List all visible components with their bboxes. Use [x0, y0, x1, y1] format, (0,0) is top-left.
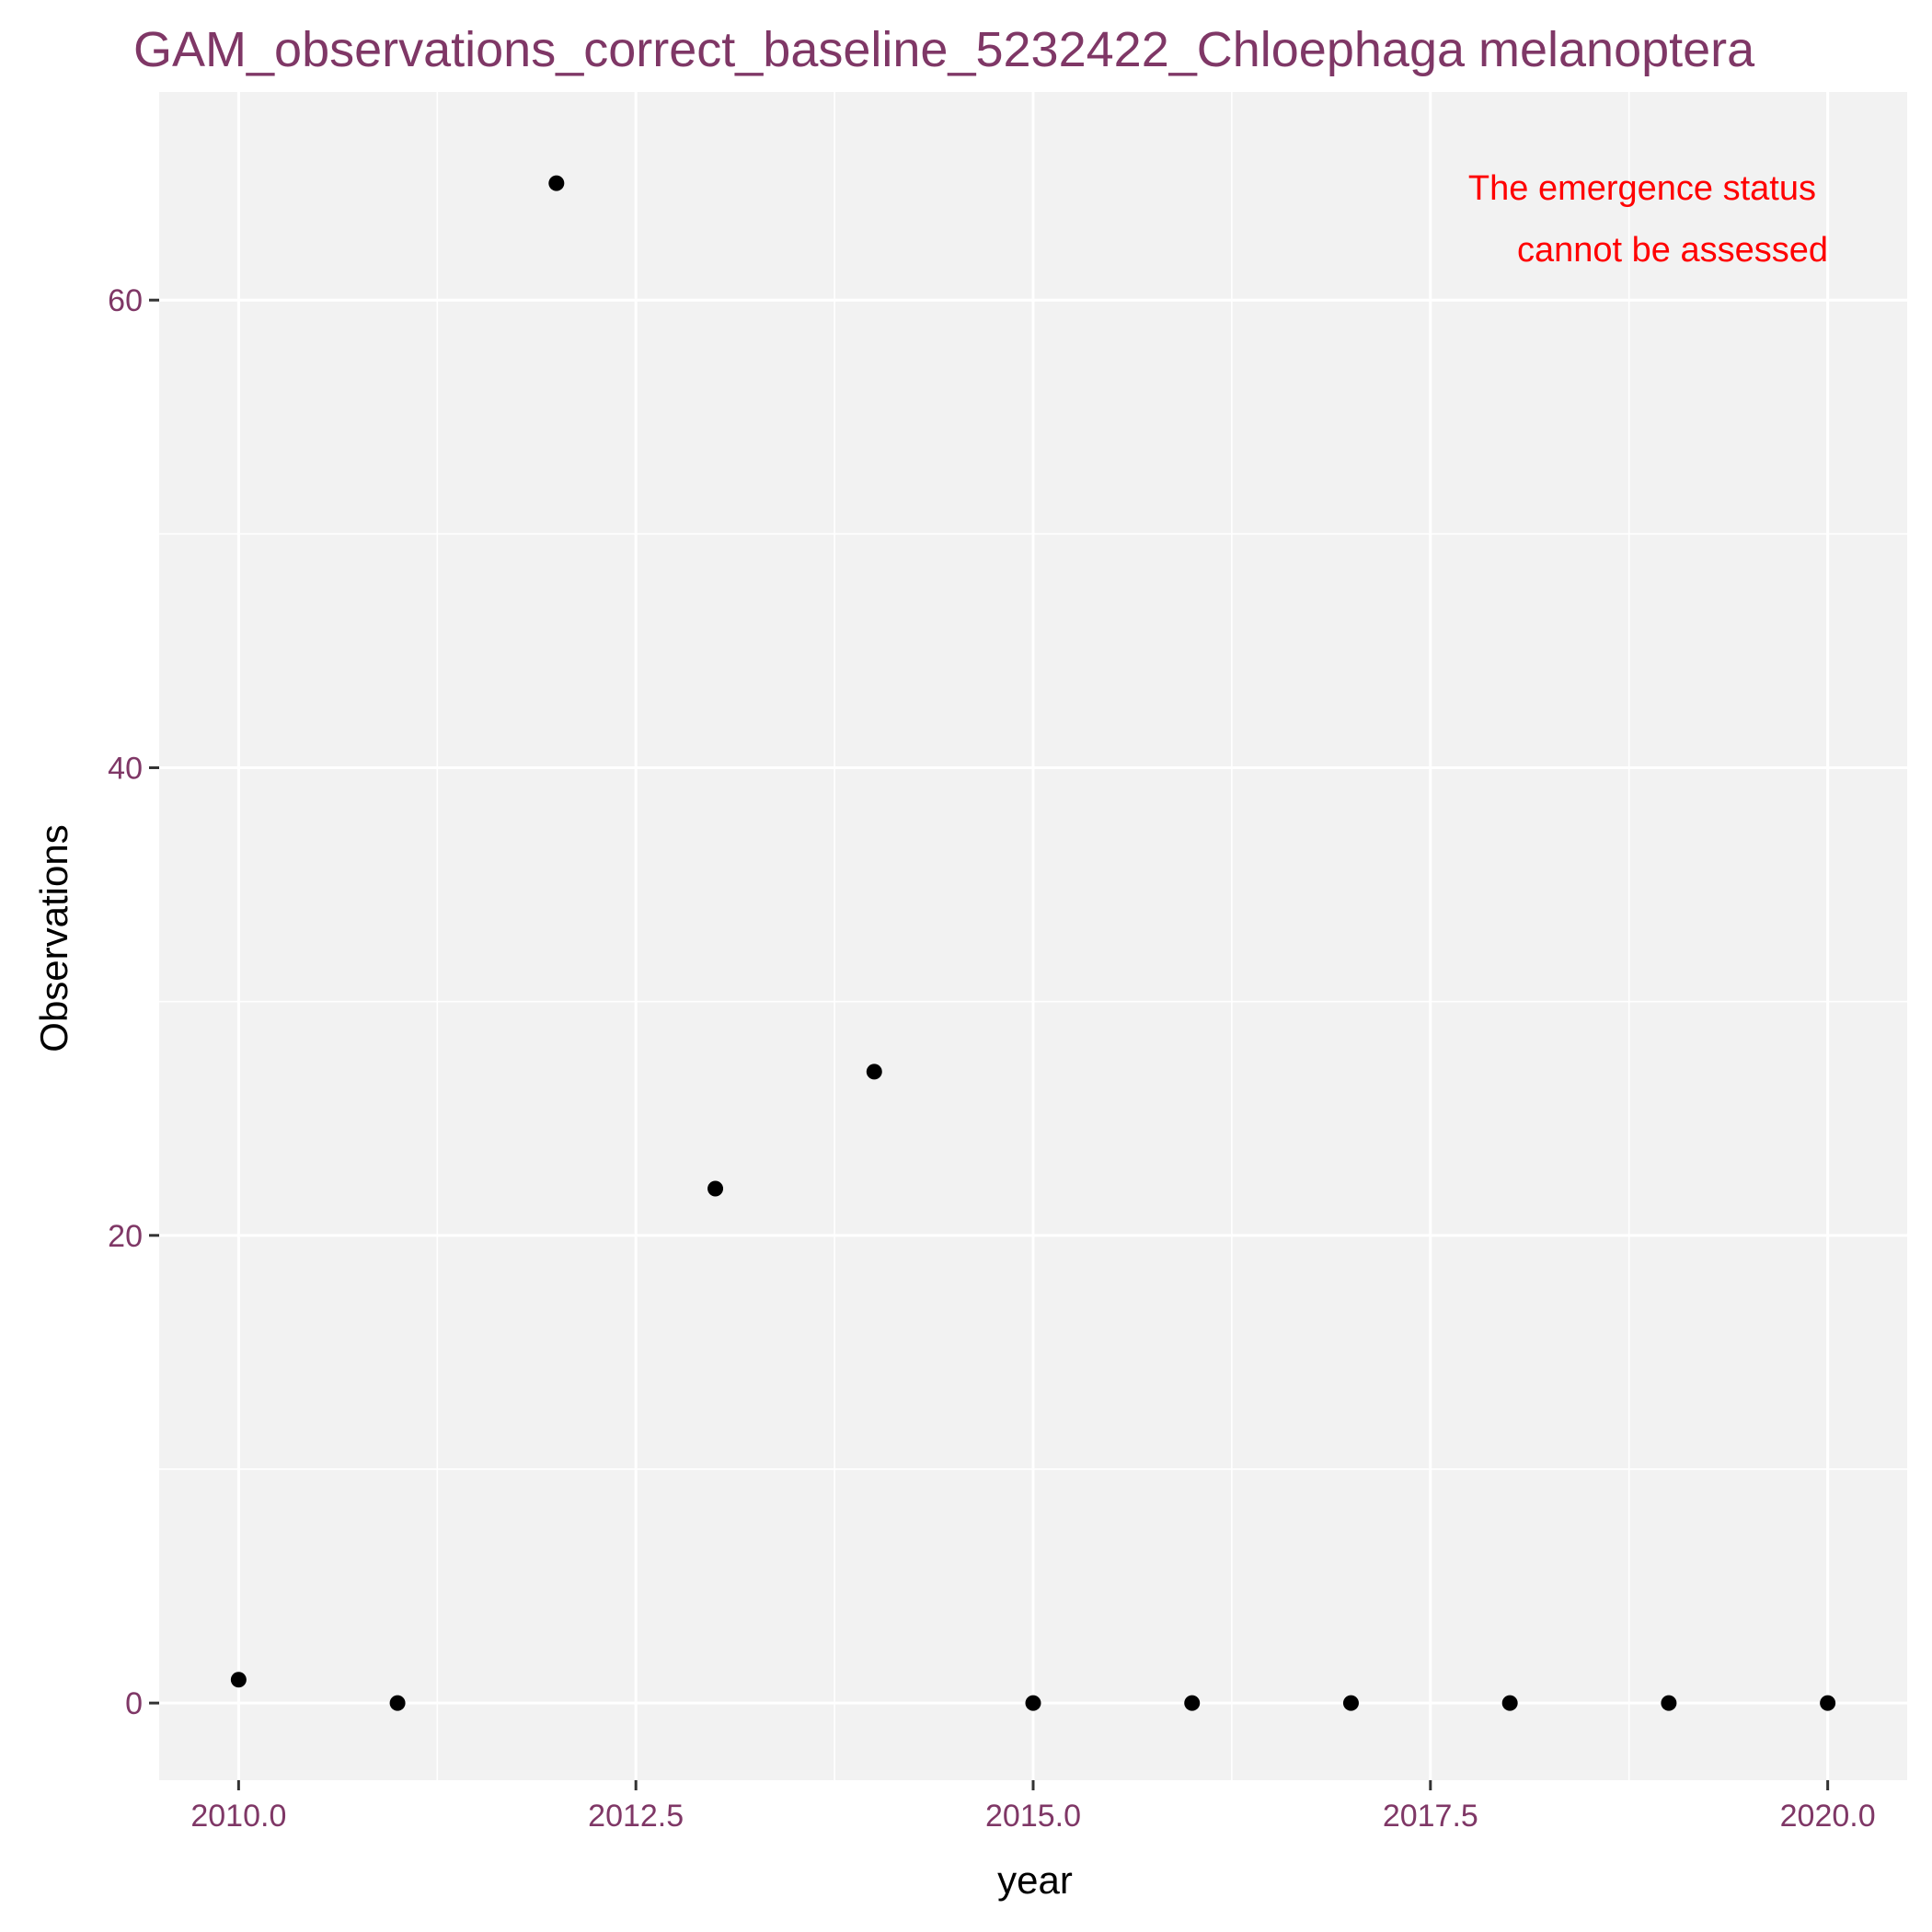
- x-axis-title: year: [997, 1858, 1073, 1902]
- data-point: [866, 1064, 882, 1080]
- data-point: [389, 1695, 406, 1711]
- x-tick-label: 2020.0: [1780, 1799, 1876, 1834]
- data-points: [230, 175, 1836, 1711]
- y-axis: 0 20 40 60: [108, 283, 159, 1721]
- data-point: [230, 1672, 247, 1688]
- y-tick-label: 60: [108, 283, 143, 318]
- data-point: [1501, 1695, 1518, 1711]
- major-gridlines: [159, 92, 1907, 1780]
- y-tick-label: 0: [125, 1686, 143, 1721]
- data-point: [1661, 1695, 1677, 1711]
- x-tick-label: 2017.5: [1383, 1799, 1478, 1834]
- chart-title: GAM_observations_correct_baseline_523242…: [133, 22, 1755, 77]
- data-point: [1184, 1695, 1201, 1711]
- y-tick-label: 20: [108, 1219, 143, 1254]
- y-tick-label: 40: [108, 752, 143, 787]
- x-tick-label: 2010.0: [190, 1799, 286, 1834]
- x-axis: 2010.0 2012.5 2015.0 2017.5 2020.0: [190, 1780, 1876, 1834]
- data-point: [707, 1180, 724, 1197]
- x-tick-label: 2012.5: [588, 1799, 684, 1834]
- data-point: [1342, 1695, 1359, 1711]
- annotation-line-1: The emergence status: [1468, 169, 1816, 208]
- data-point: [1820, 1695, 1836, 1711]
- data-point: [1025, 1695, 1041, 1711]
- x-tick-label: 2015.0: [985, 1799, 1081, 1834]
- annotation-line-2: cannot be assessed: [1517, 231, 1828, 270]
- y-axis-title: Observations: [32, 824, 75, 1052]
- data-point: [548, 175, 565, 191]
